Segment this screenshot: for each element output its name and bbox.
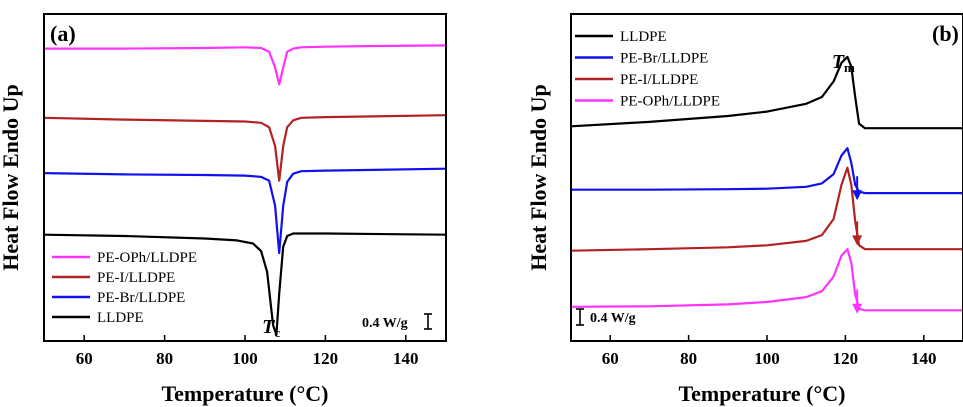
peak-annotation: Tm (832, 51, 855, 75)
x-tick-label: 140 (911, 349, 937, 368)
x-tick-label: 100 (232, 349, 258, 368)
shift-arrow-head (852, 235, 863, 246)
x-axis-title: Temperature (°C) (161, 381, 328, 406)
peak-annotation-sub: c (274, 325, 280, 340)
legend-label: PE-OPh/LLDPE (620, 94, 720, 110)
panel-label: (a) (50, 21, 76, 46)
x-axis-title: Temperature (°C) (678, 381, 845, 406)
shift-arrow-head (852, 190, 863, 201)
panel-label: (b) (932, 21, 959, 46)
x-tick-label: 120 (313, 349, 339, 368)
panel-b: 60 80 100 120 140 Temperature (°C) Heat Flow E… (526, 13, 963, 406)
series-line-pe-i-lldpe (571, 166, 963, 252)
scale-bar-label: 0.4 W/g (362, 316, 408, 331)
x-tick-label: 140 (393, 349, 419, 368)
scale-bar-label: 0.4 W/g (590, 311, 636, 326)
series-group (571, 55, 963, 312)
peak-annotation-main: T (262, 316, 275, 338)
x-tick-label: 120 (833, 349, 859, 368)
x-tick-label: 60 (76, 349, 93, 368)
legend-label: LLDPE (97, 310, 144, 326)
series-line-pe-br-lldpe (44, 167, 446, 255)
legend-label: PE-Br/LLDPE (97, 290, 185, 306)
peak-annotation-sub: m (844, 60, 855, 75)
peak-annotation-main: T (832, 51, 845, 73)
x-tick-label: 60 (602, 349, 619, 368)
legend-label: PE-I/LLDPE (97, 270, 175, 286)
panel-a: 60 80 100 120 140 Temperature (°C) Heat Flow E… (0, 13, 447, 406)
x-tick-label: 80 (156, 349, 173, 368)
y-axis-title: Heat Flow Endo Up (526, 84, 551, 270)
peak-annotation: Tc (262, 316, 280, 340)
series-line-pe-i-lldpe (44, 114, 446, 182)
series-line-lldpe (44, 232, 446, 336)
x-tick-label: 80 (680, 349, 697, 368)
shift-arrow-head (852, 303, 863, 314)
legend-label: LLDPE (620, 29, 667, 45)
series-line-lldpe (571, 55, 963, 130)
series-group (44, 44, 446, 336)
legend-label: PE-Br/LLDPE (620, 51, 708, 67)
legend-label: PE-I/LLDPE (620, 72, 698, 88)
x-tick-label: 100 (754, 349, 780, 368)
y-axis-title: Heat Flow Endo Up (0, 84, 23, 270)
series-line-pe-oph-lldpe (44, 44, 446, 86)
series-line-pe-oph-lldpe (571, 248, 963, 312)
legend-label: PE-OPh/LLDPE (97, 250, 197, 266)
series-line-pe-br-lldpe (571, 147, 963, 195)
